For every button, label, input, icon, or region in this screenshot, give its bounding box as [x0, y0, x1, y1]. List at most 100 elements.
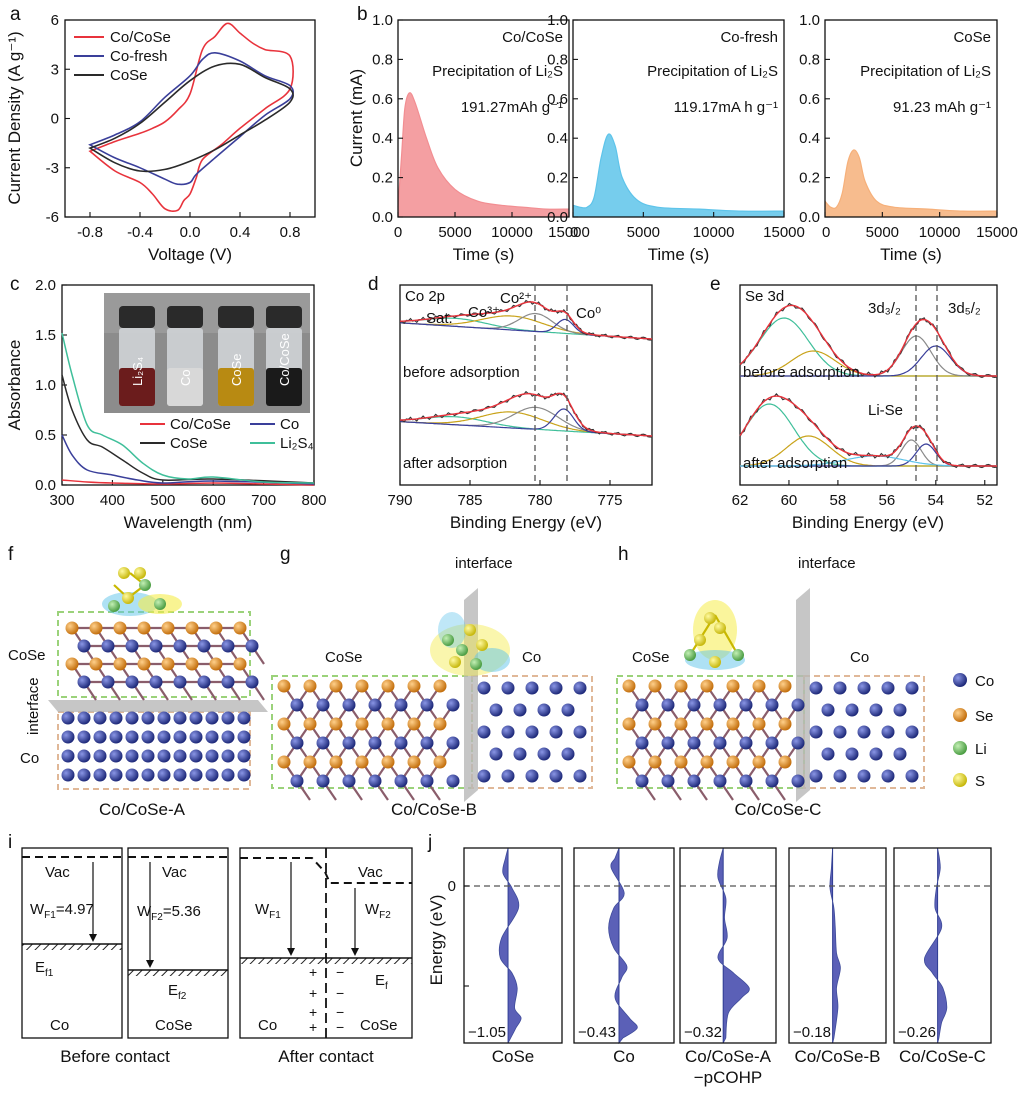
- atom-co: [368, 736, 382, 750]
- wf1-after-sub: F1: [269, 910, 281, 921]
- panel-c-uvvis: c 300 400 500 600 700 800 0.0 0.5 1.0 1.5 2.0 Li₂S…: [5, 274, 327, 532]
- ylabel-b: Current (mA): [347, 69, 366, 167]
- vial-label: CoSe: [229, 353, 244, 386]
- ytick-label-b: 0.0: [547, 209, 568, 226]
- atom-co: [394, 774, 408, 788]
- ytick-label-b: 0.4: [547, 130, 568, 147]
- xps-fit: [399, 392, 653, 437]
- atom-co: [77, 768, 91, 782]
- atom-co: [739, 698, 753, 712]
- vial-liquid: [218, 368, 254, 406]
- vial-cap: [167, 306, 203, 328]
- legend-atom-s: S: [975, 773, 985, 790]
- legend-a: Co/CoSe Co-fresh CoSe: [74, 29, 171, 84]
- xtick-label-e: 52: [976, 492, 993, 509]
- atom-co: [205, 768, 219, 782]
- label-f-co: Co: [20, 750, 39, 767]
- icohp-value-2: −0.32: [684, 1024, 722, 1041]
- subplot-b-1: 0.0 0.2 0.4 0.6 0.8 1.0 0 5000 10000 15000 Co-fres…: [547, 12, 805, 264]
- ytick-label-b: 0.0: [372, 209, 393, 226]
- atom-co: [157, 711, 171, 725]
- ef-e: E: [375, 972, 385, 989]
- wf2-w: W: [137, 903, 152, 920]
- panel-g-structure: g interface CoSe Co Co/CoSe-B: [271, 544, 593, 819]
- panel-i-band-diagram: i Vac WF1=4.97 Ef1 Co Vac WF2=5.36 Ef2 C…: [8, 832, 413, 1066]
- xtick-label-b: 15000: [548, 224, 590, 241]
- atom-se: [185, 657, 199, 671]
- atom-se: [674, 679, 688, 693]
- wf2-after-w: W: [365, 901, 380, 918]
- atom-se: [433, 679, 447, 693]
- atom-li: [732, 649, 744, 661]
- legend-c: Co/CoSe Co CoSe Li₂S₄: [140, 416, 314, 452]
- atom-co: [173, 768, 187, 782]
- atom-se: [407, 755, 421, 769]
- atom-co: [893, 747, 907, 761]
- atom-se: [622, 755, 636, 769]
- xtick-label-b: 5000: [866, 224, 899, 241]
- atom-co: [141, 730, 155, 744]
- atom-se: [161, 621, 175, 635]
- xtick-label-b: 10000: [919, 224, 961, 241]
- atom-co: [237, 730, 251, 744]
- atom-co: [245, 675, 259, 689]
- panel-letter-i: i: [8, 832, 12, 853]
- capacity-b-1: 119.17mA h g⁻¹: [674, 99, 778, 116]
- atom-co: [809, 681, 823, 695]
- xps-raw: [399, 390, 653, 438]
- atom-co: [221, 675, 235, 689]
- atom-co: [109, 711, 123, 725]
- atom-se: [161, 657, 175, 671]
- atom-co: [141, 749, 155, 763]
- atom-co: [573, 769, 587, 783]
- xtick-label-b: 0: [822, 224, 830, 241]
- ytick-label-c: 2.0: [35, 277, 56, 294]
- legend-atom-co: Co: [975, 673, 994, 690]
- axes-frame-j-0: [463, 847, 563, 1044]
- atom-se: [648, 679, 662, 693]
- atom-se: [329, 717, 343, 731]
- atom-se: [329, 755, 343, 769]
- cv-curve-cocose: [88, 22, 294, 213]
- atom-co: [661, 774, 675, 788]
- atom-se: [65, 657, 79, 671]
- curve-b-2: [824, 149, 998, 212]
- cohp-area: [923, 847, 948, 1044]
- atom-co: [573, 725, 587, 739]
- label-e-before: before adsorption: [743, 364, 860, 381]
- atom-co: [661, 736, 675, 750]
- panel-h-structure: h interface CoSe Co Co/CoSe-C: [616, 544, 925, 819]
- ef-after-label: Ef: [375, 972, 388, 992]
- atom-s: [464, 624, 476, 636]
- area-cose: [825, 149, 997, 217]
- atom-se: [622, 679, 636, 693]
- atom-co: [477, 725, 491, 739]
- atom-co: [157, 768, 171, 782]
- atom-se: [700, 717, 714, 731]
- atom-co: [765, 698, 779, 712]
- ytick-label-b: 0.8: [799, 51, 820, 68]
- ytick-label-b: 0.4: [799, 130, 820, 147]
- fermi-hatch-2: [128, 970, 228, 976]
- xtick-label-a: 0.8: [280, 224, 301, 241]
- atom-co: [149, 675, 163, 689]
- atom-co: [869, 747, 883, 761]
- ef2-label: Ef2: [168, 982, 187, 1002]
- plus-3: +: [309, 1004, 317, 1020]
- atom-s: [118, 567, 130, 579]
- atom-co: [205, 730, 219, 744]
- xlabel-j: −pCOHP: [694, 1068, 763, 1087]
- cohp-area: [717, 847, 750, 1044]
- cohp-area: [608, 847, 638, 1045]
- atom-co: [205, 749, 219, 763]
- vac-line-3: [240, 857, 412, 884]
- atom-se: [137, 657, 151, 671]
- ef1-sub: f1: [45, 968, 54, 979]
- curve-b-0: [397, 92, 570, 210]
- atom-co: [420, 736, 434, 750]
- atom-se: [778, 717, 792, 731]
- atom-se: [726, 717, 740, 731]
- xtick-label-c: 300: [49, 492, 74, 509]
- atom-co: [93, 730, 107, 744]
- atom-co: [477, 769, 491, 783]
